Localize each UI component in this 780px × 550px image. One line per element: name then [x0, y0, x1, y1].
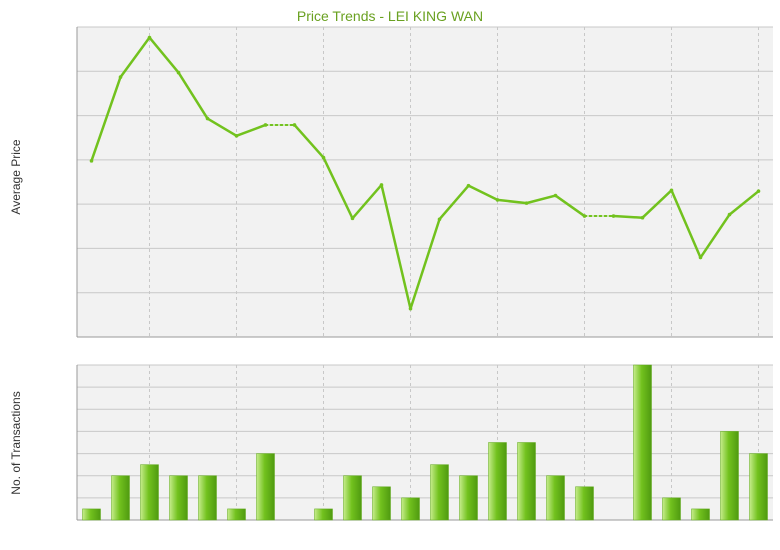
transaction-bar [82, 508, 101, 521]
price-panel [76, 26, 773, 338]
price-line-segment [235, 123, 267, 138]
price-point [147, 35, 152, 40]
price-line-segment [670, 189, 702, 259]
price-point [118, 75, 123, 79]
transaction-bar [749, 453, 768, 521]
price-point [408, 306, 413, 311]
transaction-bar [314, 508, 333, 521]
price-point [234, 134, 239, 138]
transaction-bar [633, 364, 652, 521]
price-point [640, 215, 645, 220]
transaction-bar [198, 475, 217, 521]
price-line-segment [728, 189, 760, 216]
transaction-bar [111, 475, 130, 521]
transaction-bar [430, 464, 449, 521]
transaction-bar [517, 442, 536, 521]
price-line-segment [525, 194, 557, 205]
price-line-segment [467, 184, 499, 202]
price-line-segment [148, 36, 180, 74]
transaction-bar [459, 475, 478, 521]
transaction-bar [256, 453, 275, 521]
price-point [292, 123, 297, 127]
price-line-segment [177, 71, 209, 120]
price-line-segment [206, 117, 238, 138]
transactions-panel [76, 364, 773, 521]
price-line-segment [612, 214, 644, 219]
price-point [756, 189, 761, 193]
transaction-bar [720, 431, 739, 521]
price-line-segment [380, 183, 412, 310]
price-line-segment [351, 183, 383, 220]
transactions-y-axis-title: No. of Transactions [9, 391, 23, 494]
transaction-bar [343, 475, 362, 521]
transactions-plot-area [77, 365, 773, 520]
price-point [582, 214, 587, 218]
price-point [466, 183, 471, 188]
price-point [524, 201, 529, 205]
transaction-bar [691, 508, 710, 521]
transaction-bar [140, 464, 159, 521]
price-point [379, 183, 384, 187]
price-point [176, 70, 181, 75]
price-line-segment [322, 156, 354, 220]
price-point [727, 212, 732, 217]
price-point [263, 123, 268, 127]
transaction-bar [662, 497, 681, 521]
price-point [350, 216, 355, 221]
transaction-bar [372, 486, 391, 521]
transaction-bar [401, 497, 420, 521]
price-line-segment [438, 184, 470, 221]
price-point [698, 255, 703, 260]
price-line-segment [496, 198, 528, 205]
transaction-bar [546, 475, 565, 521]
price-line-segment [90, 75, 122, 163]
price-line-segment [641, 189, 673, 219]
price-point [669, 188, 674, 193]
price-point [553, 193, 558, 198]
price-y-axis-title: Average Price [9, 139, 23, 214]
price-point [495, 198, 500, 202]
transaction-bar [575, 486, 594, 521]
transaction-bar [169, 475, 188, 521]
price-line-segment [293, 123, 325, 159]
price-line-segment [554, 194, 586, 218]
price-point [437, 217, 442, 222]
price-plot-area [77, 27, 773, 337]
price-point [205, 116, 210, 121]
transaction-bar [227, 508, 246, 521]
price-point [321, 155, 326, 160]
price-line-segment [699, 213, 731, 259]
price-point [611, 214, 616, 218]
price-point [89, 159, 94, 163]
chart-title: Price Trends - LEI KING WAN [297, 8, 483, 24]
transaction-bar [488, 442, 507, 521]
price-line-segment [119, 36, 151, 79]
price-line-segment [409, 217, 441, 310]
